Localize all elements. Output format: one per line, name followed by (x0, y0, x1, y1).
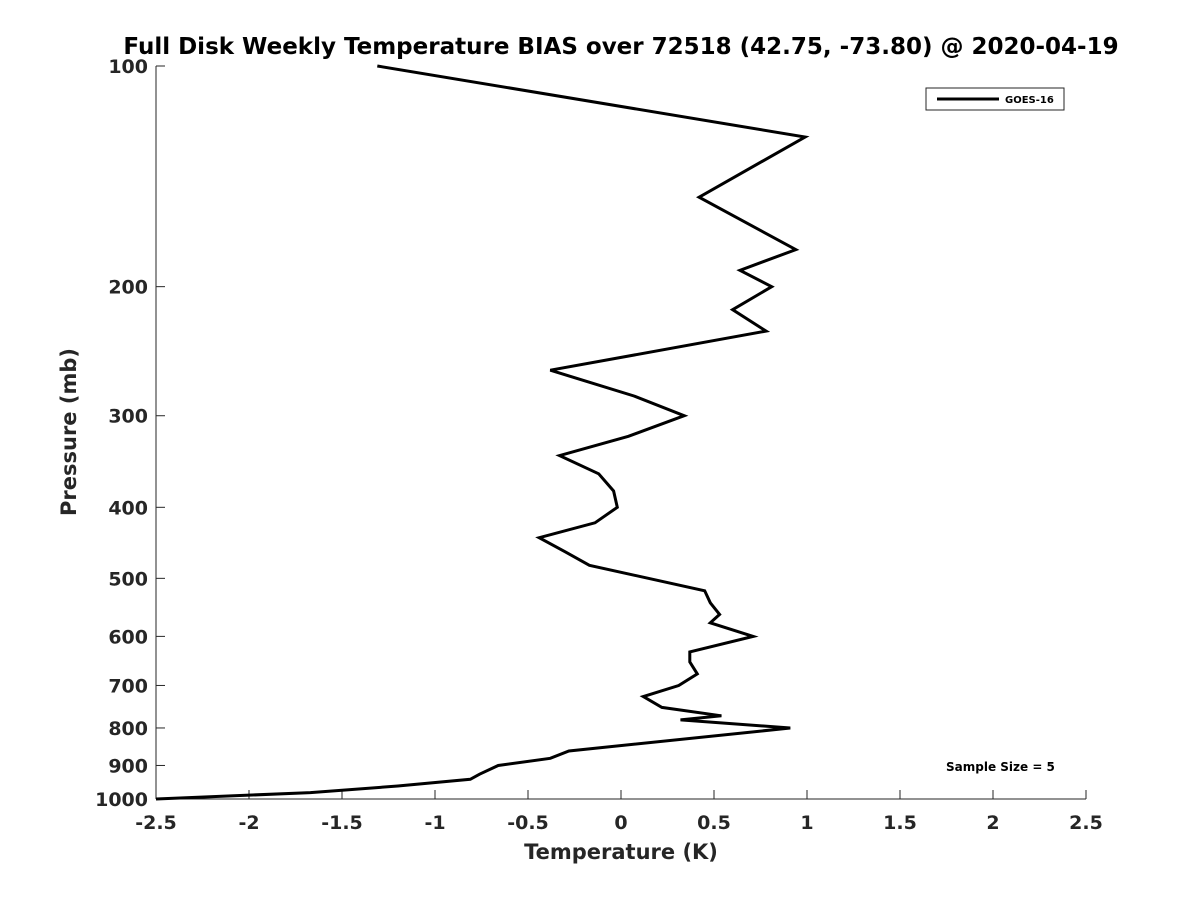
x-tick-label: 1 (800, 812, 813, 834)
x-tick-label: 2 (986, 812, 999, 834)
y-tick-label: 900 (108, 755, 148, 777)
y-tick-label: 300 (108, 406, 148, 428)
chart-title: Full Disk Weekly Temperature BIAS over 7… (123, 34, 1118, 60)
y-ticks: 100 200 300 400 500 600 700 800 900 1000 (95, 56, 165, 811)
x-tick-label: 1.5 (883, 812, 917, 834)
series-group (155, 64, 810, 801)
y-tick-label: 200 (108, 277, 148, 299)
x-tick-label: -2.5 (135, 812, 177, 834)
y-tick-label: 800 (108, 718, 148, 740)
legend: GOES-16 (925, 87, 1065, 111)
y-tick-label: 1000 (95, 789, 148, 811)
x-tick-label: 0 (614, 812, 627, 834)
y-tick-label: 100 (108, 56, 148, 78)
y-tick-label: 700 (108, 675, 148, 697)
x-ticks: -2.5 -2 -1.5 -1 -0.5 0 0.5 1 1.5 2 2.5 (135, 790, 1103, 834)
y-tick-label: 600 (108, 626, 148, 648)
x-tick-label: -0.5 (507, 812, 549, 834)
y-tick-label: 400 (108, 497, 148, 519)
x-tick-label: -1.5 (321, 812, 363, 834)
y-axis-label: Pressure (mb) (57, 348, 81, 516)
y-tick-label: 500 (108, 568, 148, 590)
x-tick-label: 2.5 (1069, 812, 1103, 834)
x-tick-label: 0.5 (697, 812, 731, 834)
axes (155, 66, 1086, 800)
sample-size-annotation: Sample Size = 5 (946, 760, 1055, 774)
legend-label: GOES-16 (1005, 95, 1054, 106)
x-axis-label: Temperature (K) (524, 840, 718, 864)
x-tick-label: -2 (238, 812, 259, 834)
series-line-goes-16 (155, 64, 810, 801)
x-tick-label: -1 (424, 812, 445, 834)
